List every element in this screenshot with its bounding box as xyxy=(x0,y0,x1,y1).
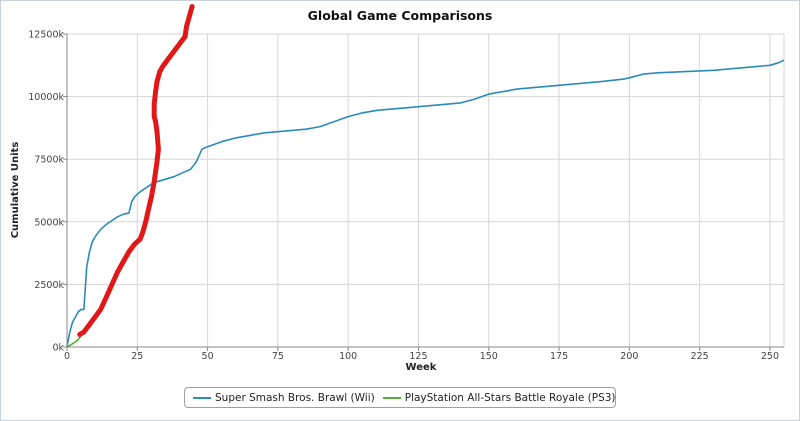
series-lines xyxy=(66,59,785,348)
y-tick-label: 10000k xyxy=(28,92,64,103)
x-tick-label: 0 xyxy=(64,351,70,362)
y-tick-label: 12500k xyxy=(28,30,64,41)
series-line-0 xyxy=(66,59,785,348)
legend: Super Smash Bros. Brawl (Wii) PlayStatio… xyxy=(184,387,616,408)
y-tick-label: 2500k xyxy=(34,280,64,291)
x-tick-label: 175 xyxy=(550,351,568,362)
axes: 0 25 50 75 100 125 150 175 200 225 2500k2500k5000k… xyxy=(28,30,784,362)
plot-area xyxy=(67,34,784,347)
legend-swatch-psasbr xyxy=(382,396,401,399)
legend-swatch-brawl xyxy=(193,396,211,399)
red-annotation-stroke-0 xyxy=(77,4,195,337)
legend-label-brawl: Super Smash Bros. Brawl (Wii) xyxy=(215,391,375,404)
x-tick-label: 200 xyxy=(620,351,638,362)
legend-label-psasbr: PlayStation All-Stars Battle Royale (PS3… xyxy=(404,391,616,404)
x-tick-label: 50 xyxy=(202,351,214,362)
x-tick-label: 250 xyxy=(761,351,779,362)
y-tick-label: 5000k xyxy=(34,217,64,228)
x-tick-label: 100 xyxy=(339,351,357,362)
legend-item-psasbr[interactable]: PlayStation All-Stars Battle Royale (PS3… xyxy=(382,391,616,404)
chart-title: Global Game Comparisons xyxy=(307,8,493,23)
y-tick-label: 0k xyxy=(52,343,64,354)
y-tick-label: 7500k xyxy=(34,155,64,166)
legend-item-brawl[interactable]: Super Smash Bros. Brawl (Wii) xyxy=(193,392,375,404)
x-tick-label: 75 xyxy=(272,351,284,362)
series-line-1 xyxy=(66,335,82,348)
y-axis-title: Cumulative Units xyxy=(10,142,21,239)
annotation-layer xyxy=(77,4,195,337)
x-tick-label: 150 xyxy=(480,351,498,362)
x-tick-label: 125 xyxy=(409,351,427,362)
x-tick-label: 25 xyxy=(131,351,143,362)
x-tick-label: 225 xyxy=(691,351,709,362)
x-axis-title: Week xyxy=(406,362,437,373)
